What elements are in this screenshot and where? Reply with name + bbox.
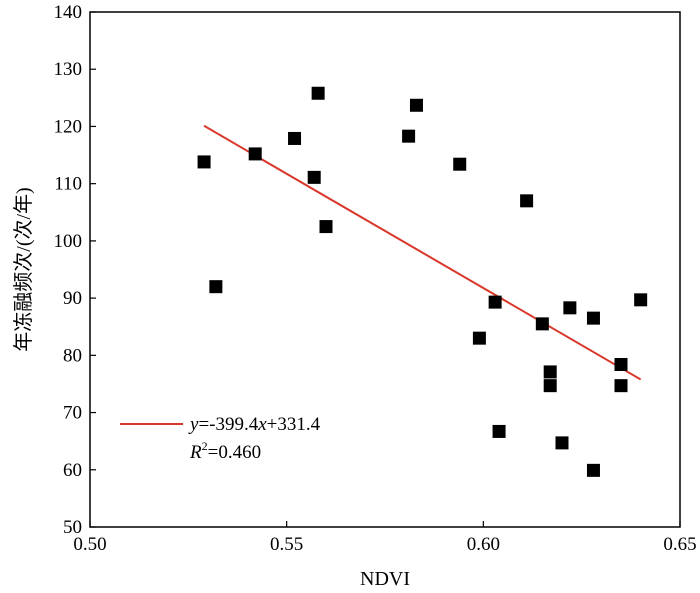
data-point [402,129,416,143]
x-axis-title: NDVI [360,568,410,590]
data-point [614,379,628,393]
r2-superscript: 2 [202,439,208,453]
data-point [563,301,577,315]
data-point [307,170,321,184]
y-tick-label: 80 [63,345,82,366]
equation-x-var: x [257,414,267,435]
y-tick-label: 50 [63,517,82,538]
data-point [614,357,628,371]
equation-y-var: y [188,414,199,435]
data-point [453,157,467,171]
data-point [520,194,534,208]
data-point [586,311,600,325]
r2-symbol: R [189,442,202,463]
data-points-layer [197,86,648,477]
x-tick-label: 0.50 [73,534,106,555]
equation-intercept: +331.4 [267,414,321,435]
data-point [535,317,549,331]
legend-r-squared: R2=0.460 [189,439,261,463]
legend-equation: y=-399.4x+331.4 [188,414,321,435]
x-tick-label: 0.65 [663,534,696,555]
plot-frame [89,11,681,528]
axis-ticks: 0.50 0.55 0.60 0.65 50 60 70 80 90 100 110 120 130 14… [54,2,697,555]
data-point [209,280,223,294]
data-point [492,424,506,438]
fit-line-layer [203,124,642,381]
data-point [543,365,557,379]
equation-slope: =-399.4 [198,414,258,435]
data-point [586,463,600,477]
y-tick-label: 140 [54,2,83,23]
y-tick-label: 90 [63,288,82,309]
y-tick-label: 120 [54,116,83,137]
data-point [319,220,333,234]
data-point [409,98,423,112]
data-point [555,436,569,450]
legend: y=-399.4x+331.4 R2=0.460 [120,414,321,463]
y-axis-title: 年冻融频次/(次/年) [12,187,35,351]
data-point [488,295,502,309]
y-tick-label: 100 [54,231,83,252]
r2-value: =0.460 [208,442,261,463]
data-point [288,131,302,145]
y-tick-label: 60 [63,460,82,481]
regression-line [203,124,642,381]
data-point [472,331,486,345]
data-point [634,293,648,307]
y-tick-label: 110 [54,174,82,195]
data-point [311,86,325,100]
y-tick-label: 70 [63,403,82,424]
x-tick-label: 0.55 [270,534,303,555]
data-point [543,379,557,393]
data-point [248,147,262,161]
data-point [197,155,211,169]
y-tick-label: 130 [54,59,83,80]
x-tick-label: 0.60 [467,534,500,555]
